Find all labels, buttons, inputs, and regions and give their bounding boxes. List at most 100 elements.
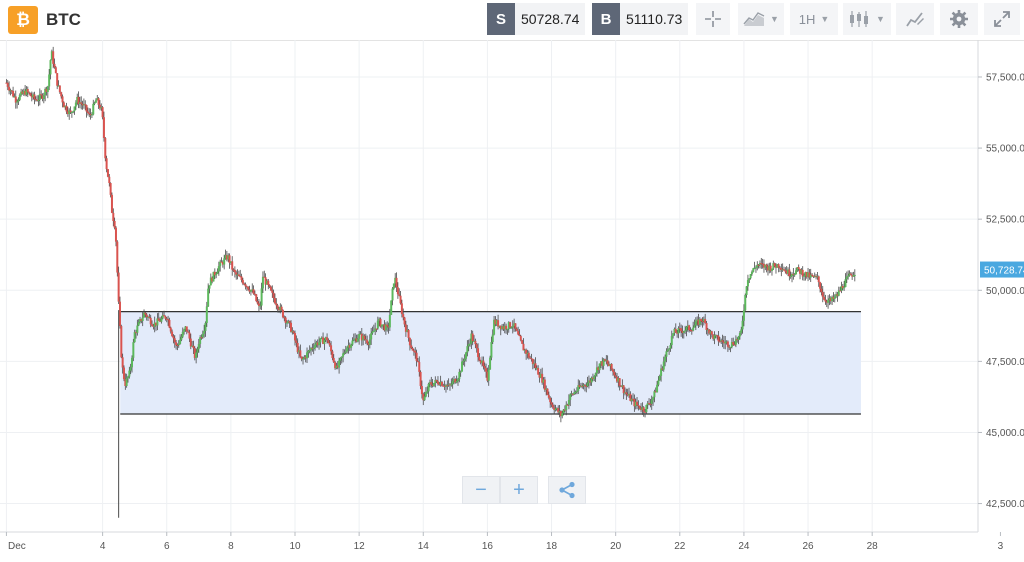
buy-price: 51110.73 xyxy=(620,3,689,35)
candle-down xyxy=(155,322,158,326)
candle-down xyxy=(736,339,739,341)
candle-up xyxy=(388,314,391,328)
candle-up xyxy=(380,324,383,327)
top-toolbar: ₿ BTC S 50728.74 B 51110.73 ▼ 1H ▼ ▼ xyxy=(0,0,1024,41)
candle-up xyxy=(545,388,548,390)
candle-up xyxy=(624,392,627,394)
buy-button[interactable]: B 51110.73 xyxy=(592,3,689,35)
candle-down xyxy=(420,386,423,395)
candle-down xyxy=(566,404,569,406)
candle-down xyxy=(410,345,413,348)
settings-button[interactable] xyxy=(940,3,978,35)
candle-down xyxy=(256,301,259,304)
candle-up xyxy=(261,276,264,289)
candle-down xyxy=(817,276,820,283)
candle-up xyxy=(207,288,210,307)
zoom-in-button[interactable]: + xyxy=(500,476,538,504)
candle-down xyxy=(169,327,172,332)
candle-up xyxy=(183,329,186,332)
candle-down xyxy=(661,368,664,370)
candle-down xyxy=(33,94,36,100)
candle-up xyxy=(467,344,470,347)
candle-up xyxy=(729,346,732,348)
sell-button[interactable]: S 50728.74 xyxy=(487,3,586,35)
y-tick-label: 57,500.00 xyxy=(986,72,1024,83)
candle-up xyxy=(660,368,663,376)
candle-up xyxy=(658,375,661,381)
candle-up xyxy=(491,334,494,343)
drawing-tools-button[interactable] xyxy=(896,3,934,35)
candle-down xyxy=(383,324,386,331)
candle-down xyxy=(477,348,480,358)
candle-up xyxy=(498,325,501,327)
timeframe-dropdown[interactable]: 1H ▼ xyxy=(790,3,838,35)
candle-up xyxy=(657,380,660,385)
candle-up xyxy=(48,74,51,87)
share-button[interactable] xyxy=(548,476,586,504)
candle-down xyxy=(515,328,518,331)
candle-down xyxy=(529,357,532,359)
candle-style-button[interactable]: ▼ xyxy=(843,3,891,35)
candle-down xyxy=(821,292,824,297)
area-chart-icon xyxy=(743,12,765,26)
candle-down xyxy=(435,380,438,382)
candle-up xyxy=(754,267,757,269)
crosshair-button[interactable] xyxy=(696,3,730,35)
price-chart[interactable]: 57,500.00 55,000.00 52,500.00 50,000.00 47,5… xyxy=(0,40,1024,562)
candle-up xyxy=(205,306,208,323)
candle-down xyxy=(213,271,216,276)
candle-down xyxy=(448,384,451,386)
candle-down xyxy=(175,342,178,346)
candle-down xyxy=(283,317,286,319)
candle-down xyxy=(689,330,692,332)
candle-down xyxy=(267,280,270,285)
candle-up xyxy=(312,347,315,349)
x-tick-label: 14 xyxy=(418,541,430,552)
candle-down xyxy=(419,371,422,387)
candle-up xyxy=(32,94,35,98)
candle-down xyxy=(104,138,107,159)
candle-down xyxy=(505,325,508,330)
chart-type-button[interactable]: ▼ xyxy=(738,3,784,35)
candle-up xyxy=(666,349,669,352)
candle-down xyxy=(633,399,636,407)
candle-up xyxy=(209,277,212,286)
current-price-tag[interactable] xyxy=(980,261,1024,278)
candle-down xyxy=(122,367,125,380)
candle-up xyxy=(503,325,506,330)
candle-down xyxy=(766,266,769,271)
candle-up xyxy=(742,310,745,321)
candle-up xyxy=(25,89,28,95)
candle-down xyxy=(14,96,17,103)
candle-down xyxy=(85,105,88,112)
candle-up xyxy=(813,275,816,277)
candle-up xyxy=(392,283,395,289)
candle-down xyxy=(86,111,89,114)
candle-up xyxy=(46,86,49,92)
candle-down xyxy=(704,319,707,323)
candle-up xyxy=(582,384,585,387)
x-tick-label: 20 xyxy=(610,541,622,552)
candle-down xyxy=(761,263,764,265)
candle-down xyxy=(231,261,234,270)
candle-up xyxy=(684,330,687,332)
candle-up xyxy=(38,94,41,100)
candle-down xyxy=(688,325,691,331)
candle-up xyxy=(338,360,341,368)
candle-down xyxy=(559,411,562,417)
candle-down xyxy=(799,269,802,274)
current-price-label: 50,728.74 xyxy=(984,266,1024,277)
candle-up xyxy=(94,100,97,103)
candle-down xyxy=(537,367,540,375)
candle-up xyxy=(156,318,159,326)
fullscreen-button[interactable] xyxy=(984,3,1020,35)
candle-up xyxy=(100,107,103,109)
candle-down xyxy=(531,358,534,365)
candle-down xyxy=(151,324,154,326)
candle-up xyxy=(201,333,204,338)
candle-up xyxy=(251,289,254,291)
fullscreen-icon xyxy=(994,11,1010,27)
zoom-out-button[interactable]: − xyxy=(462,476,500,504)
chevron-down-icon: ▼ xyxy=(820,14,830,24)
candle-up xyxy=(686,325,689,327)
